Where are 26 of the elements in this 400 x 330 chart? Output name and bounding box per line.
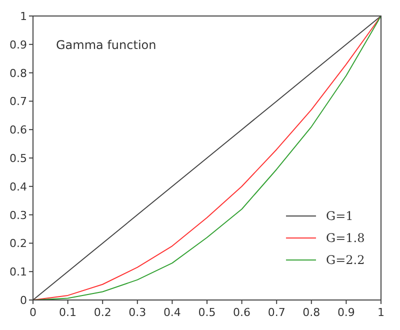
x-tick-label: 0.1 [59,306,77,319]
y-tick-label: 0.3 [10,208,27,222]
x-tick-label: 0 [30,306,36,319]
y-tick-label: 0.8 [10,66,27,80]
y-tick-label: 0 [20,294,27,307]
y-tick-label: 0.6 [10,124,27,137]
x-tick-label: 0.4 [163,306,181,319]
y-tick-label: 0.7 [10,95,27,108]
x-tick-label: 0.3 [128,306,146,319]
legend-label: G=1.8 [326,231,365,245]
x-tick-label: 0.8 [302,306,320,319]
x-tick-label: 1 [378,306,384,319]
y-tick-label: 1 [20,10,27,23]
legend-label: G=2.2 [326,253,365,267]
y-tick-label: 0.1 [10,266,27,279]
y-tick-label: 0.2 [10,237,27,250]
x-tick-label: 0.9 [337,306,355,319]
x-tick-label: 0.2 [94,306,112,319]
y-tick-label: 0.5 [10,152,27,165]
y-tick-label: 0.9 [10,38,27,52]
x-tick-label: 0.5 [198,306,216,319]
x-tick-label: 0.6 [233,306,251,319]
legend-label: G=1 [326,209,354,223]
y-tick-label: 0.4 [10,180,27,194]
x-tick-label: 0.7 [268,306,286,319]
text: Gamma function [56,38,156,52]
